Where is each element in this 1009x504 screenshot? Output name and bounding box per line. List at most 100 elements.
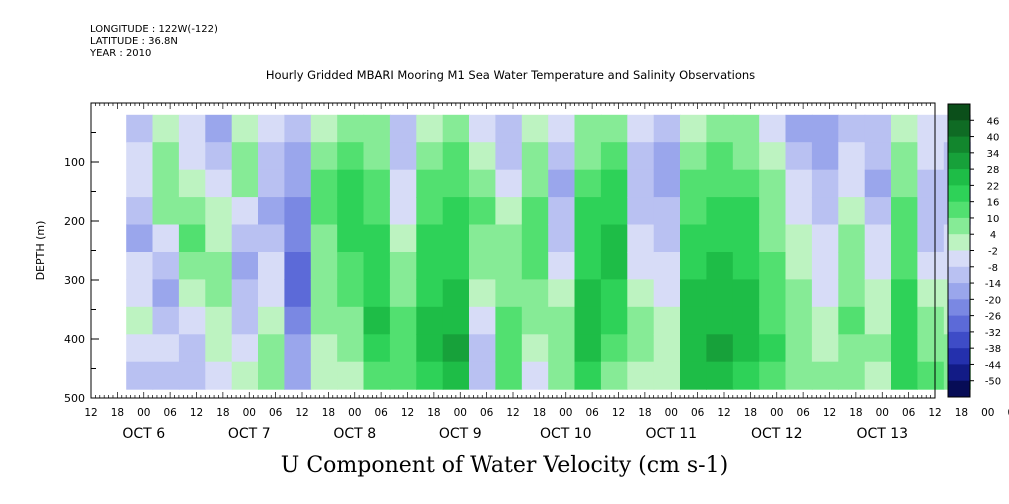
heatmap-cell: [469, 142, 496, 171]
heatmap-cell: [627, 306, 655, 335]
heatmap-cell: [785, 114, 813, 143]
heatmap-cell: [548, 114, 576, 143]
heatmap-cell: [389, 197, 417, 226]
heatmap-cell: [178, 334, 206, 363]
heatmap-cell: [469, 252, 496, 280]
heatmap-cell: [310, 197, 338, 226]
colorbar-label: -20: [985, 295, 1001, 306]
heatmap-cell: [917, 361, 945, 390]
x-tick-label: 18: [638, 407, 651, 419]
heatmap-cell: [416, 334, 444, 363]
heatmap-cell: [653, 169, 681, 198]
heatmap-cell: [178, 252, 206, 280]
heatmap-cell: [152, 169, 180, 198]
x-day-label: OCT 11: [645, 426, 697, 442]
heatmap-cell: [574, 361, 602, 390]
heatmap-cell: [310, 334, 338, 363]
x-day-label: OCT 12: [751, 426, 803, 442]
y-tick-label: 200: [64, 215, 85, 228]
heatmap-cell: [284, 279, 312, 308]
x-tick-label: 12: [84, 407, 97, 419]
heatmap-cell: [548, 197, 576, 226]
heatmap-cell: [548, 279, 576, 308]
year-label: YEAR : 2010: [90, 48, 152, 59]
heatmap-cell: [653, 334, 681, 363]
colorbar-label: 22: [987, 181, 1000, 192]
heatmap-cell: [389, 224, 417, 253]
x-tick-label: 18: [533, 407, 546, 419]
heatmap-cell: [627, 361, 655, 390]
heatmap-cell: [521, 224, 549, 253]
colorbar-label: -2: [988, 247, 998, 258]
heatmap-cell: [205, 224, 233, 253]
heatmap-cell: [495, 334, 523, 363]
x-tick-label: 06: [163, 407, 177, 419]
x-tick-label: 00: [981, 407, 994, 419]
heatmap-cell: [469, 334, 496, 363]
colorbar-band: [948, 185, 970, 203]
heatmap-cell: [891, 169, 918, 198]
heatmap-cell: [759, 361, 787, 390]
heatmap-cell: [389, 279, 417, 308]
heatmap-cell: [706, 334, 734, 363]
x-day-label: OCT 7: [228, 426, 271, 442]
heatmap-cell: [178, 169, 206, 198]
heatmap-cell: [258, 114, 285, 143]
heatmap-cell: [759, 169, 787, 198]
heatmap-cell: [838, 169, 866, 198]
heatmap-cell: [416, 197, 444, 226]
colorbar-label: -44: [985, 360, 1001, 371]
heatmap-cell: [284, 114, 312, 143]
heatmap-cell: [838, 361, 866, 390]
heatmap-cell: [126, 197, 154, 226]
heatmap-cell: [917, 252, 945, 280]
heatmap-cell: [653, 114, 681, 143]
heatmap-cell: [600, 361, 628, 390]
heatmap-cell: [442, 334, 470, 363]
heatmap-cell: [653, 252, 681, 280]
heatmap-cell: [627, 224, 655, 253]
x-day-label: OCT 13: [856, 426, 908, 442]
heatmap-cell: [521, 361, 549, 390]
heatmap-cell: [732, 169, 760, 198]
colorbar-band: [948, 331, 970, 349]
heatmap-cell: [442, 224, 470, 253]
heatmap-cell: [521, 169, 549, 198]
heatmap-cell: [389, 169, 417, 198]
heatmap-cell: [284, 334, 312, 363]
heatmap-cell: [680, 197, 707, 226]
heatmap-cell: [574, 252, 602, 280]
heatmap-cell: [864, 279, 892, 308]
heatmap-cell: [680, 142, 707, 171]
x-tick-label: 18: [744, 407, 757, 419]
heatmap-cell: [310, 169, 338, 198]
x-tick-label: 06: [902, 407, 916, 419]
heatmap-cell: [574, 334, 602, 363]
heatmap-cell: [917, 142, 945, 171]
heatmap-cell: [732, 279, 760, 308]
heatmap-cell: [337, 252, 365, 280]
heatmap-cell: [442, 306, 470, 335]
heatmap-cell: [627, 252, 655, 280]
colorbar-label: -38: [985, 344, 1001, 355]
heatmap-cell: [653, 306, 681, 335]
heatmap-cell: [838, 142, 866, 171]
heatmap-cell: [600, 334, 628, 363]
x-tick-label: 06: [691, 407, 705, 419]
colorbar-label: -32: [985, 328, 1001, 339]
heatmap-cell: [653, 197, 681, 226]
heatmap-cell: [891, 306, 918, 335]
heatmap-cell: [284, 169, 312, 198]
heatmap-cell: [178, 197, 206, 226]
heatmap-cell: [785, 224, 813, 253]
heatmap-cell: [231, 306, 259, 335]
heatmap-cell: [600, 142, 628, 171]
heatmap-cell: [706, 114, 734, 143]
colorbar-label: 10: [987, 214, 1000, 225]
heatmap-cell: [337, 142, 365, 171]
colorbar-band: [948, 348, 970, 365]
x-tick-label: 18: [322, 407, 335, 419]
heatmap-cell: [442, 361, 470, 390]
x-day-label: OCT 6: [122, 426, 165, 442]
heatmap-cell: [548, 142, 576, 171]
